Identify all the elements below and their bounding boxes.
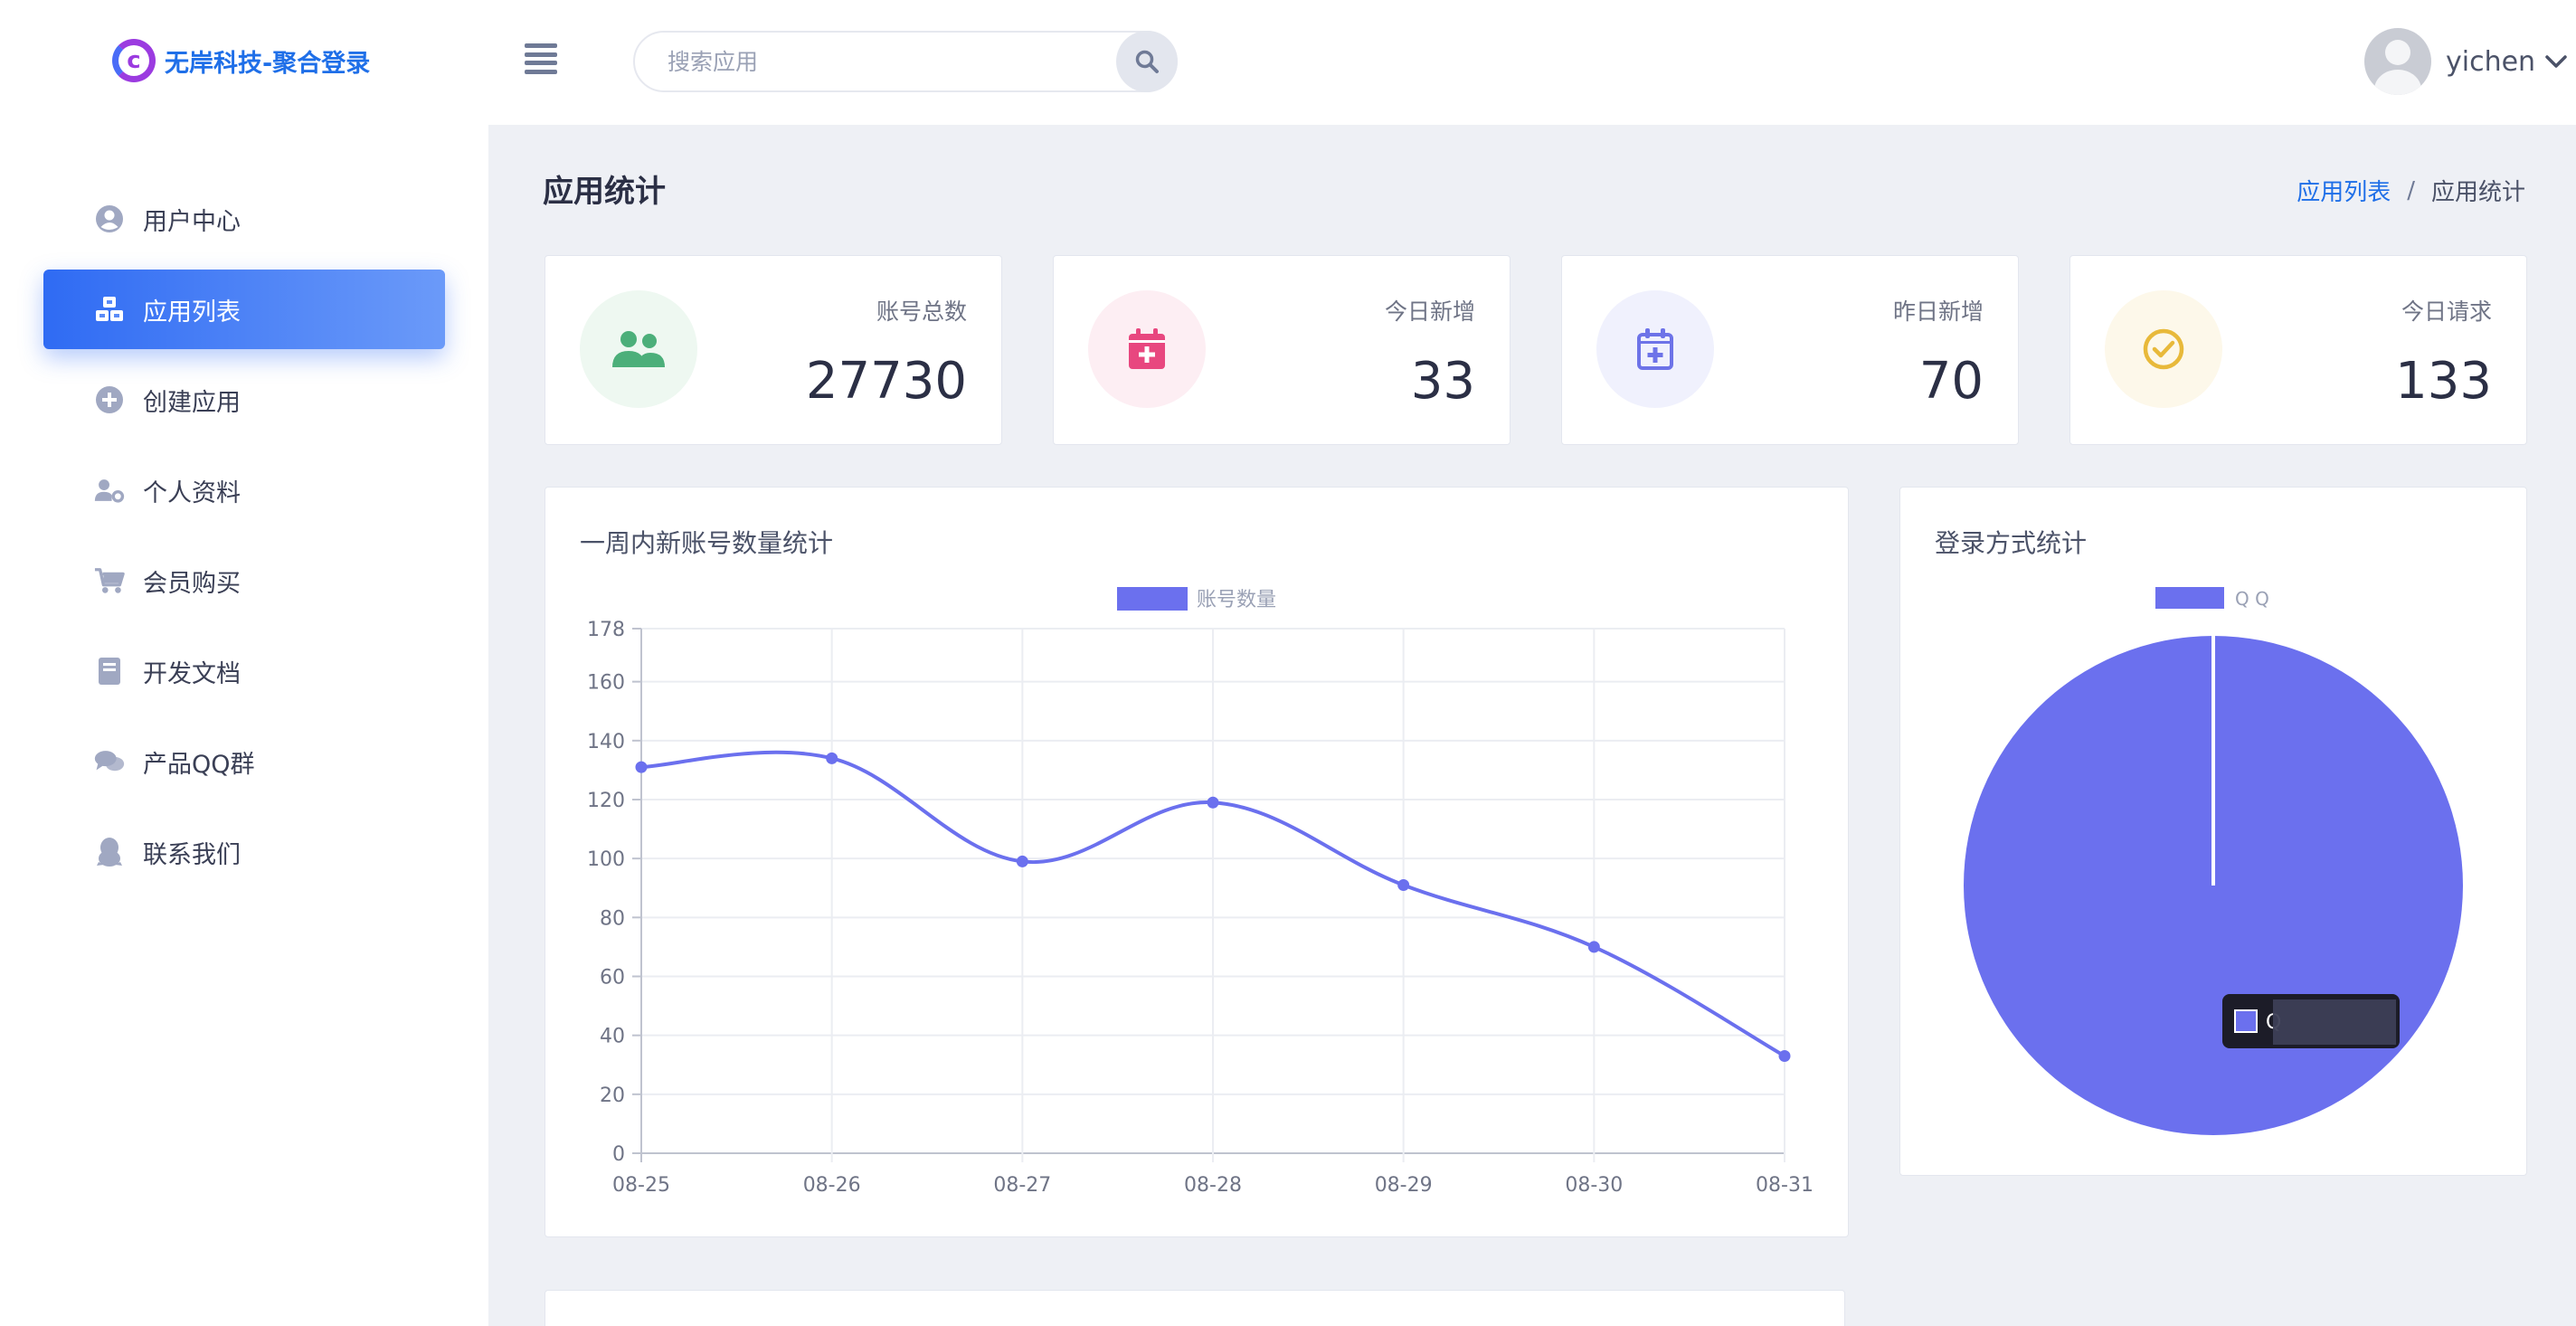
data-point[interactable]	[826, 752, 838, 764]
bottom-card	[545, 1290, 1845, 1326]
hamburger-icon[interactable]	[525, 43, 557, 74]
x-tick-label: 08-30	[1565, 1174, 1623, 1197]
breadcrumb-parent-link[interactable]: 应用列表	[2297, 179, 2391, 206]
stat-label: 账号总数	[876, 298, 967, 325]
x-tick-label: 08-25	[612, 1174, 670, 1197]
stat-icon-circle	[1088, 290, 1206, 408]
username[interactable]: yichen	[2446, 45, 2536, 78]
stat-icon-circle	[580, 290, 697, 408]
brand-logo[interactable]: c 无岸科技-聚合登录	[112, 38, 370, 83]
stat-card-today-new: 今日新增 33	[1053, 255, 1511, 445]
x-tick-label: 08-27	[993, 1174, 1051, 1197]
sidebar-item-label: 个人资料	[143, 478, 241, 507]
data-point[interactable]	[1587, 941, 1600, 953]
breadcrumb: 应用列表 / 应用统计	[2297, 174, 2525, 207]
sidebar-item-qq-group[interactable]: 产品QQ群	[43, 722, 445, 801]
y-tick-label: 20	[600, 1084, 625, 1107]
sidebar-item-app-list[interactable]: 应用列表	[43, 270, 445, 349]
y-tick-label: 178	[587, 619, 625, 641]
logo-icon: c	[112, 39, 156, 82]
search-button[interactable]	[1116, 31, 1178, 92]
sidebar-item-label: 联系我们	[143, 840, 241, 869]
stat-value: 133	[2395, 352, 2492, 411]
stat-value: 33	[1410, 352, 1475, 411]
sidebar: 用户中心 应用列表 创建应用 个人资料 会员购买 开发文档 产品QQ群	[0, 125, 488, 1326]
user-gear-icon	[94, 475, 125, 506]
y-tick-label: 160	[587, 672, 625, 695]
brand-name: 无岸科技-聚合登录	[165, 49, 371, 78]
legend-label[interactable]: Q Q	[2235, 588, 2269, 610]
y-tick-label: 0	[612, 1143, 625, 1166]
x-tick-label: 08-28	[1184, 1174, 1242, 1197]
search-input[interactable]	[668, 42, 1093, 81]
search-bar	[633, 31, 1178, 92]
stat-value: 70	[1918, 352, 1984, 411]
x-tick-label: 08-26	[803, 1174, 861, 1197]
chevron-down-icon[interactable]	[2544, 53, 2568, 70]
sidebar-item-profile[interactable]: 个人资料	[43, 450, 445, 530]
legend-swatch	[2155, 587, 2224, 609]
cubes-icon	[94, 294, 125, 325]
user-menu[interactable]: yichen	[2364, 27, 2568, 96]
legend-label[interactable]: 账号数量	[1197, 589, 1276, 611]
y-tick-label: 100	[587, 848, 625, 871]
data-point[interactable]	[1397, 878, 1410, 891]
y-tick-label: 140	[587, 731, 625, 753]
line-chart: 0 20 40 60 80 100 120 140 160 178 08-25 08-26 08-27…	[587, 587, 1814, 1197]
stat-card-total-accounts: 账号总数 27730	[545, 255, 1002, 445]
sidebar-item-label: 创建应用	[143, 388, 241, 417]
stat-icon-circle	[1596, 290, 1714, 408]
line-chart-title: 一周内新账号数量统计	[580, 528, 834, 558]
pie-chart: Q Q Q	[1964, 587, 2463, 1135]
sidebar-item-contact[interactable]: 联系我们	[43, 812, 445, 892]
avatar[interactable]	[2364, 28, 2431, 95]
sidebar-item-create-app[interactable]: 创建应用	[43, 360, 445, 440]
pie-chart-title: 登录方式统计	[1935, 528, 2088, 558]
sidebar-item-label: 开发文档	[143, 659, 241, 688]
sidebar-item-label: 产品QQ群	[143, 750, 255, 779]
calendar-plus-icon	[1129, 328, 1165, 369]
breadcrumb-separator: /	[2407, 176, 2415, 204]
search-icon	[1135, 50, 1159, 73]
data-point[interactable]	[1778, 1049, 1791, 1062]
book-icon	[94, 656, 125, 687]
y-tick-label: 40	[600, 1026, 625, 1048]
stat-label: 昨日新增	[1892, 298, 1984, 325]
x-tick-label: 08-29	[1375, 1174, 1433, 1197]
chat-icon	[94, 746, 125, 777]
stat-value: 27730	[805, 352, 967, 411]
sidebar-item-label: 应用列表	[143, 298, 241, 327]
stat-label: 今日请求	[2401, 298, 2492, 325]
users-icon	[612, 331, 665, 367]
sidebar-item-membership[interactable]: 会员购买	[43, 541, 445, 620]
x-tick-label: 08-31	[1756, 1174, 1814, 1197]
stat-card-today-requests: 今日请求 133	[2069, 255, 2527, 445]
line-chart-card: 一周内新账号数量统计 0 20 40 60 80 100 120 140 160 178 08-2…	[545, 487, 1849, 1237]
y-tick-label: 120	[587, 790, 625, 812]
data-point[interactable]	[1016, 855, 1028, 867]
sidebar-item-label: 用户中心	[143, 207, 241, 236]
y-tick-label: 60	[600, 966, 625, 989]
plus-circle-icon	[94, 384, 125, 415]
sidebar-item-user-center[interactable]: 用户中心	[43, 179, 445, 259]
calendar-plus-outline-icon	[1637, 328, 1673, 370]
pie-tooltip: Q	[2222, 994, 2400, 1048]
data-point[interactable]	[635, 761, 648, 773]
check-circle-icon	[2143, 328, 2184, 370]
stat-label: 今日新增	[1384, 298, 1475, 325]
stat-card-yesterday-new: 昨日新增 70	[1561, 255, 2019, 445]
legend-swatch	[1117, 587, 1188, 611]
pie-chart-card: 登录方式统计 Q Q Q	[1899, 487, 2527, 1176]
user-circle-icon	[94, 204, 125, 234]
y-tick-label: 80	[600, 907, 625, 930]
data-point[interactable]	[1207, 796, 1219, 809]
qq-penguin-icon	[94, 837, 125, 867]
stat-icon-circle	[2105, 290, 2222, 408]
sidebar-item-label: 会员购买	[143, 569, 241, 598]
top-header: c 无岸科技-聚合登录 yichen	[0, 0, 2576, 125]
breadcrumb-current: 应用统计	[2430, 179, 2525, 206]
page-title: 应用统计	[543, 174, 666, 210]
cart-icon	[94, 565, 125, 596]
sidebar-item-dev-docs[interactable]: 开发文档	[43, 631, 445, 711]
